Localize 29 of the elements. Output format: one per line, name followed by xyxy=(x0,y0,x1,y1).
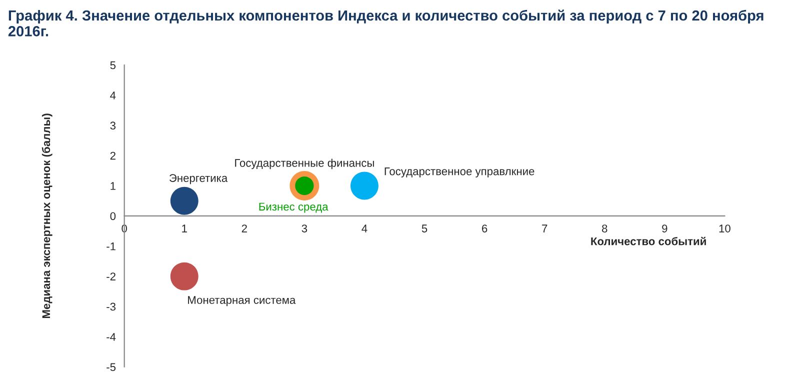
x-tick-label: 1 xyxy=(182,224,187,232)
series-label: Бизнес среда xyxy=(259,202,328,213)
y-tick-label: 5 xyxy=(110,61,116,70)
series-label: Энергетика xyxy=(170,174,228,184)
x-tick-label: 9 xyxy=(662,224,668,232)
series-label: Государственные финансы xyxy=(235,158,374,170)
x-axis-title: Количество событий xyxy=(591,236,706,246)
x-tick-label: 2 xyxy=(242,224,247,232)
y-tick-label: -1 xyxy=(106,242,116,250)
y-tick-label: 4 xyxy=(110,92,116,100)
y-tick-label: -5 xyxy=(106,363,116,372)
series-label: Государственное управлкние xyxy=(384,167,534,178)
x-tick-label: 4 xyxy=(362,224,368,232)
y-tick-label: 1 xyxy=(110,182,116,190)
y-tick-label: 2 xyxy=(110,152,116,160)
chart-title: График 4. Значение отдельных компонентов Индекса и количество событий за период с 7 по 20 ноября 2016г. xyxy=(8,10,764,36)
y-axis-title: Медиана экспертных оценок (баллы) xyxy=(42,114,52,318)
y-tick-label: -2 xyxy=(106,272,116,280)
x-tick-label: 3 xyxy=(302,224,308,232)
y-tick-label: 3 xyxy=(110,122,116,130)
y-tick-label: 0 xyxy=(110,212,116,220)
x-tick-label: 5 xyxy=(422,224,428,232)
x-tick-label: 10 xyxy=(719,224,730,232)
y-tick-label: -3 xyxy=(106,302,116,311)
x-tick-label: 8 xyxy=(602,224,608,232)
x-tick-label: 6 xyxy=(482,224,488,232)
x-tick-label: 7 xyxy=(542,224,548,232)
y-tick-label: -4 xyxy=(106,333,116,341)
series-label: Монетарная система xyxy=(188,296,296,306)
